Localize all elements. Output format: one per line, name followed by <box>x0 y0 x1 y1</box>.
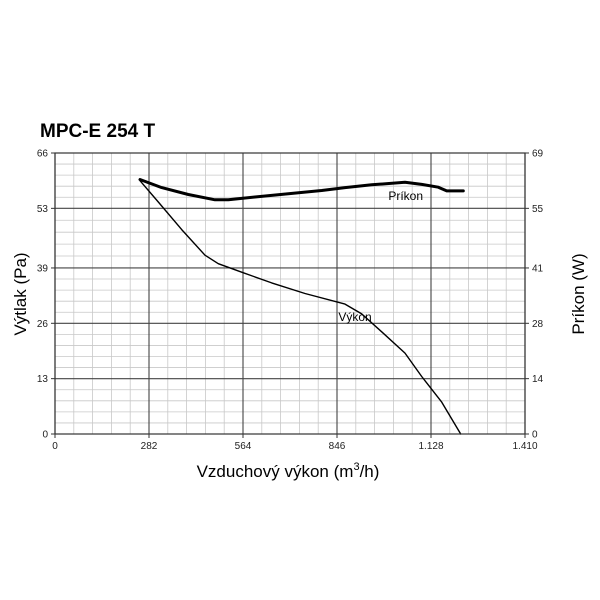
series-line-prikon <box>138 178 465 202</box>
chart-title: MPC-E 254 T <box>40 121 155 142</box>
x-tick-label: 0 <box>52 441 58 452</box>
x-tick-label: 846 <box>329 441 346 452</box>
y-left-tick-label: 13 <box>37 374 49 385</box>
x-tick-label: 564 <box>235 441 252 452</box>
y-right-tick-label: 0 <box>532 430 538 441</box>
x-axis-label-suffix: /h) <box>360 462 380 481</box>
series-layer: Výkon Príkon <box>138 178 465 435</box>
x-tick-label: 282 <box>141 441 158 452</box>
y-left-tick-label: 53 <box>37 204 49 215</box>
y-right-tick-label: 14 <box>532 374 544 385</box>
y-right-tick-label: 28 <box>532 319 544 330</box>
x-tick-label: 1.410 <box>512 441 537 452</box>
y-left-tick-label: 39 <box>37 263 49 274</box>
x-axis-label: Vzduchový výkon (m3/h) <box>197 461 380 481</box>
y-right-tick-label: 69 <box>532 149 544 160</box>
y-right-tick-label: 55 <box>532 204 544 215</box>
y-left-tick-label: 66 <box>37 149 49 160</box>
y-left-tick-label: 0 <box>42 430 48 441</box>
y-right-tick-label: 41 <box>532 263 544 274</box>
plot-frame <box>54 152 526 435</box>
x-axis-label-sup: 3 <box>353 461 359 473</box>
series-line-vykon <box>139 180 462 435</box>
grid <box>54 152 526 435</box>
y-axis-label-right: Príkon (W) <box>569 253 588 334</box>
y-axis-label-left: Výtlak (Pa) <box>11 252 30 335</box>
y-left-tick-label: 26 <box>37 319 49 330</box>
series-label-vykon: Výkon <box>338 310 371 324</box>
x-tick-label: 1.128 <box>418 441 443 452</box>
series-label-prikon: Príkon <box>388 189 423 203</box>
axes <box>51 152 529 438</box>
x-axis-label-prefix: Vzduchový výkon (m <box>197 462 354 481</box>
